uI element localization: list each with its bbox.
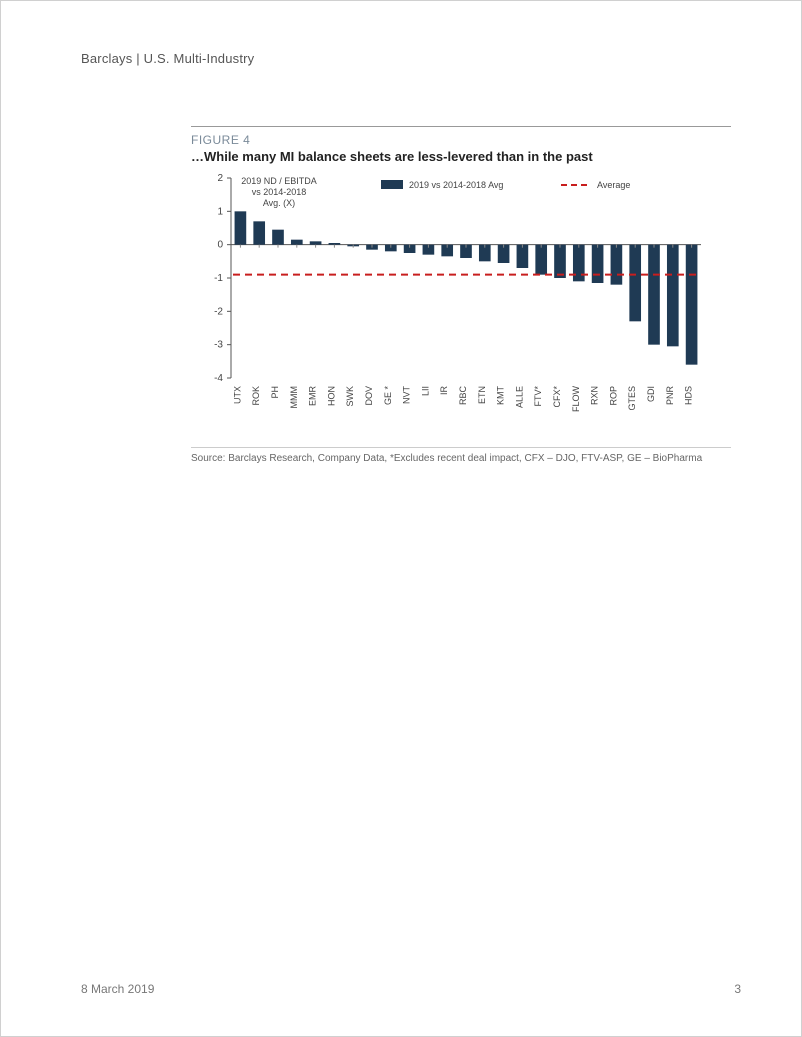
svg-text:vs 2014-2018: vs 2014-2018 <box>252 187 307 197</box>
svg-text:-1: -1 <box>214 273 223 284</box>
footer-page: 3 <box>734 982 741 996</box>
category-label: GTES <box>627 386 637 411</box>
figure-block: FIGURE 4 …While many MI balance sheets a… <box>191 126 731 465</box>
category-label: SWK <box>345 386 355 407</box>
figure-rule-bottom <box>191 447 731 448</box>
bar <box>611 245 623 285</box>
bar-chart: -4-3-2-10122019 ND / EBITDAvs 2014-2018A… <box>191 170 731 430</box>
bar <box>291 240 303 245</box>
svg-text:-2: -2 <box>214 306 223 317</box>
page-header: Barclays | U.S. Multi-Industry <box>81 51 741 66</box>
category-label: RBC <box>458 386 468 406</box>
category-label: KMT <box>496 386 506 406</box>
svg-text:2019 vs 2014-2018 Avg: 2019 vs 2014-2018 Avg <box>409 180 503 190</box>
bar <box>517 245 529 268</box>
category-label: ROK <box>251 386 261 406</box>
category-label: PNR <box>665 386 675 406</box>
bar <box>235 211 247 244</box>
category-label: HON <box>326 386 336 406</box>
svg-text:0: 0 <box>217 240 223 251</box>
category-label: IR <box>439 385 449 395</box>
category-label: GDI <box>646 386 656 402</box>
bar <box>686 245 698 365</box>
svg-text:Avg. (X): Avg. (X) <box>263 198 295 208</box>
bar <box>629 245 641 322</box>
category-label: CFX* <box>552 386 562 408</box>
category-label: FTV* <box>533 386 543 407</box>
bar <box>667 245 679 347</box>
figure-rule-top <box>191 126 731 127</box>
category-label: FLOW <box>571 385 581 412</box>
svg-text:1: 1 <box>217 206 223 217</box>
figure-title: …While many MI balance sheets are less-l… <box>191 149 731 164</box>
category-label: UTX <box>232 386 242 404</box>
svg-text:-4: -4 <box>214 373 223 384</box>
category-label: HDS <box>684 386 694 405</box>
bar <box>272 230 284 245</box>
category-label: PH <box>270 386 280 399</box>
category-label: GE * <box>383 386 393 406</box>
category-label: DOV <box>364 386 374 406</box>
svg-text:Average: Average <box>597 180 630 190</box>
category-label: LII <box>420 386 430 396</box>
category-label: ROP <box>608 386 618 406</box>
category-label: ALLE <box>514 386 524 408</box>
header-brand: Barclays <box>81 51 132 66</box>
bar <box>253 221 265 244</box>
bar <box>535 245 547 275</box>
svg-text:2019 ND / EBITDA: 2019 ND / EBITDA <box>241 176 317 186</box>
category-label: NVT <box>402 385 412 404</box>
bar <box>592 245 604 283</box>
category-label: EMR <box>308 386 318 407</box>
svg-text:-3: -3 <box>214 340 223 351</box>
header-sep: | <box>132 51 143 66</box>
page: Barclays | U.S. Multi-Industry FIGURE 4 … <box>0 0 802 1037</box>
page-footer: 8 March 2019 3 <box>81 982 741 996</box>
bar <box>573 245 585 282</box>
header-section: U.S. Multi-Industry <box>144 51 255 66</box>
figure-source: Source: Barclays Research, Company Data,… <box>191 452 731 465</box>
bar <box>310 241 322 244</box>
bar <box>648 245 660 345</box>
bar <box>554 245 566 278</box>
category-label: MMM <box>289 386 299 409</box>
category-label: ETN <box>477 386 487 404</box>
category-label: RXN <box>590 386 600 405</box>
bar <box>329 243 341 245</box>
svg-text:2: 2 <box>217 173 223 184</box>
figure-number: FIGURE 4 <box>191 133 731 147</box>
footer-date: 8 March 2019 <box>81 982 154 996</box>
